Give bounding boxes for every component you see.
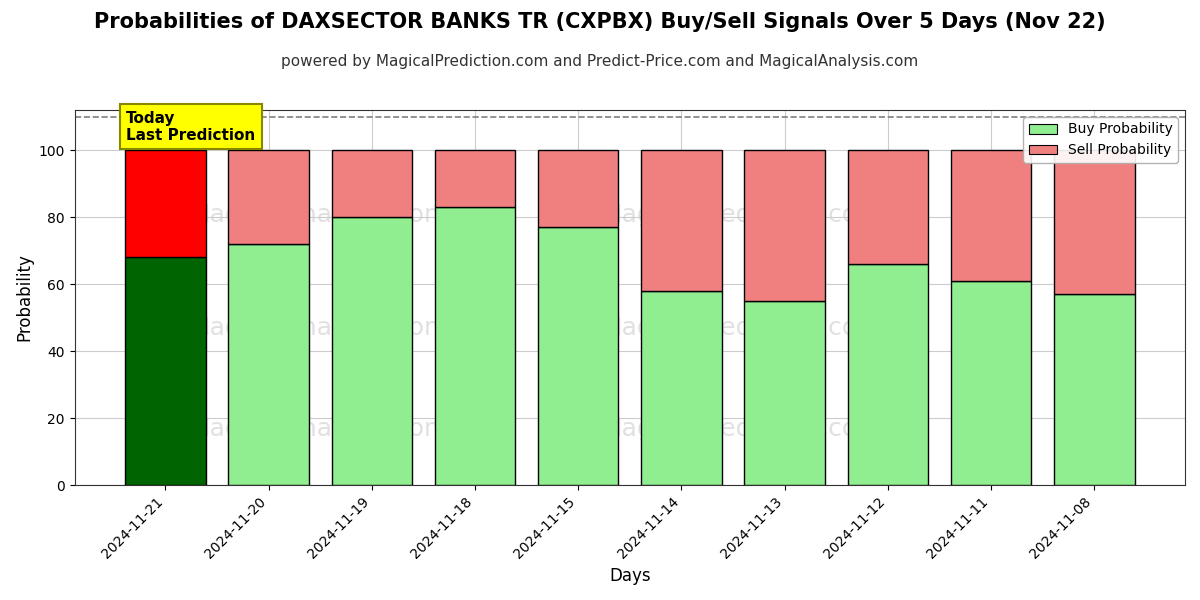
Bar [434,150,515,207]
Bar [847,150,928,264]
Y-axis label: Probability: Probability [16,254,34,341]
Bar [434,207,515,485]
Bar [125,150,205,257]
Bar [744,150,824,301]
Legend: Buy Probability, Sell Probability: Buy Probability, Sell Probability [1024,117,1178,163]
Bar [847,264,928,485]
Bar [1054,294,1134,485]
Text: MagicalPrediction.com: MagicalPrediction.com [600,316,882,340]
Bar [538,227,618,485]
Bar [331,150,412,217]
Text: MagicalPrediction.com: MagicalPrediction.com [600,203,882,227]
Bar [228,244,308,485]
Text: MagicalAnalysis.com: MagicalAnalysis.com [188,417,449,441]
Bar [538,150,618,227]
Bar [125,257,205,485]
Bar [950,281,1031,485]
Bar [744,301,824,485]
Text: MagicalAnalysis.com: MagicalAnalysis.com [188,316,449,340]
Text: Today
Last Prediction: Today Last Prediction [126,110,256,143]
X-axis label: Days: Days [610,567,650,585]
Text: MagicalPrediction.com: MagicalPrediction.com [600,417,882,441]
Text: powered by MagicalPrediction.com and Predict-Price.com and MagicalAnalysis.com: powered by MagicalPrediction.com and Pre… [281,54,919,69]
Bar [950,150,1031,281]
Bar [641,291,721,485]
Bar [1054,150,1134,294]
Bar [228,150,308,244]
Bar [641,150,721,291]
Bar [331,217,412,485]
Text: Probabilities of DAXSECTOR BANKS TR (CXPBX) Buy/Sell Signals Over 5 Days (Nov 22: Probabilities of DAXSECTOR BANKS TR (CXP… [94,12,1106,32]
Text: MagicalAnalysis.com: MagicalAnalysis.com [188,203,449,227]
